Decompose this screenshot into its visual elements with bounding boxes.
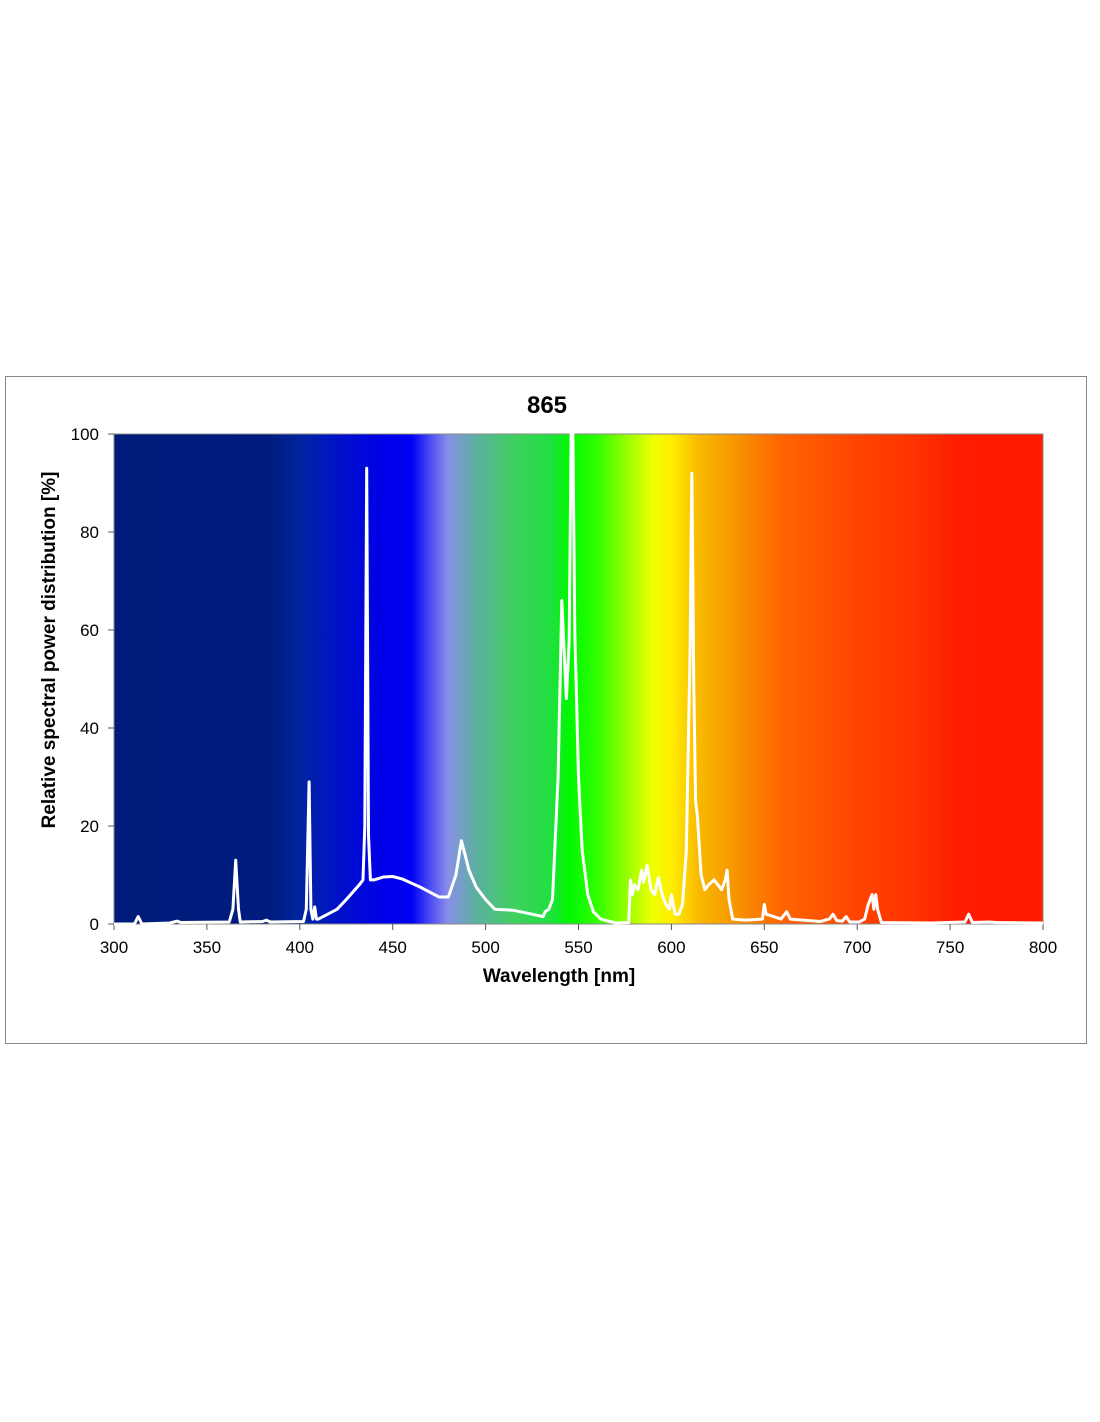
x-tick-label: 600 xyxy=(657,938,685,957)
spectrum-line xyxy=(114,432,1044,926)
y-tick-label: 20 xyxy=(80,817,99,836)
x-axis-label: Wavelength [nm] xyxy=(483,966,635,987)
x-tick-label: 450 xyxy=(379,938,407,957)
x-tick-label: 750 xyxy=(936,938,964,957)
x-tick-label: 800 xyxy=(1029,938,1057,957)
chart-frame xyxy=(5,376,1087,1044)
x-tick-label: 650 xyxy=(750,938,778,957)
plot-area xyxy=(113,433,1044,925)
chart-title: 865 xyxy=(527,392,567,419)
x-tick-label: 500 xyxy=(471,938,499,957)
x-tick-label: 700 xyxy=(843,938,871,957)
y-axis-label: Relative spectral power distribution [%] xyxy=(39,472,60,829)
x-tick-label: 300 xyxy=(100,938,128,957)
y-tick-label: 0 xyxy=(90,915,99,934)
y-tick-label: 60 xyxy=(80,621,99,640)
y-tick-label: 100 xyxy=(71,425,99,444)
y-tick-label: 80 xyxy=(80,523,99,542)
x-tick-label: 350 xyxy=(193,938,221,957)
x-tick-label: 400 xyxy=(286,938,314,957)
x-tick-label: 550 xyxy=(564,938,592,957)
y-tick-label: 40 xyxy=(80,719,99,738)
